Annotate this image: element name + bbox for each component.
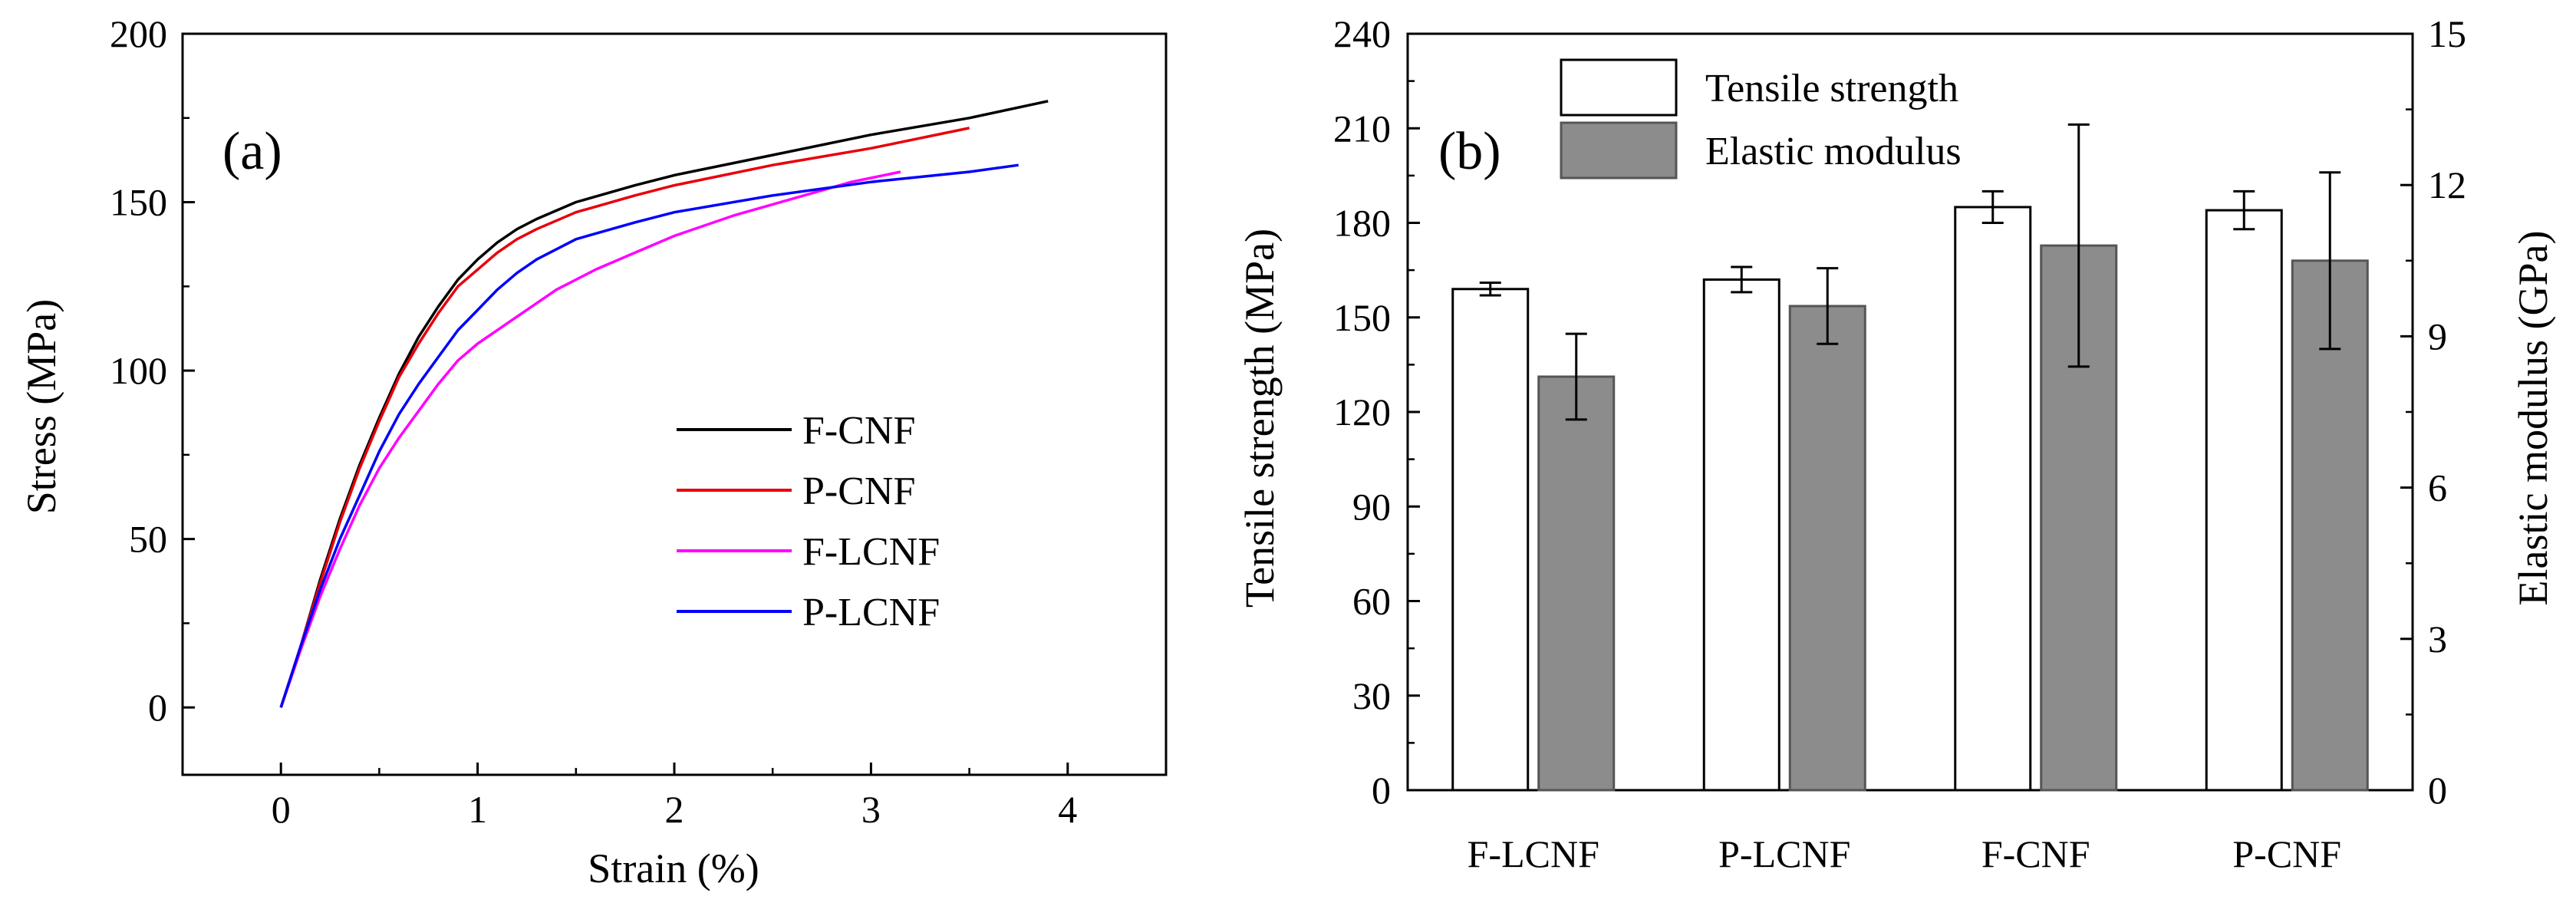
right-y-tick-label: 12 bbox=[2428, 163, 2466, 206]
category-label-p-cnf: P-CNF bbox=[2232, 832, 2341, 875]
x-tick-label: 0 bbox=[272, 788, 291, 831]
left-y-tick-label: 120 bbox=[1333, 390, 1391, 433]
panel-a-x-axis-title: Strain (%) bbox=[588, 845, 759, 891]
x-tick-label: 4 bbox=[1058, 788, 1077, 831]
left-y-tick-label: 180 bbox=[1333, 202, 1391, 245]
panel-a-plot-frame bbox=[181, 32, 1168, 776]
bar-elastic-modulus-p-lcnf bbox=[1788, 305, 1866, 792]
right-y-tick-label: 15 bbox=[2428, 12, 2466, 55]
category-label-f-cnf: F-CNF bbox=[1981, 832, 2090, 875]
x-tick-label: 3 bbox=[861, 788, 881, 831]
category-label-f-lcnf: F-LCNF bbox=[1468, 832, 1599, 875]
bar-tensile-strength-f-lcnf bbox=[1451, 288, 1530, 792]
left-y-tick-label: 150 bbox=[1333, 296, 1391, 339]
series-line-f-lcnf bbox=[279, 170, 901, 708]
panel-b-bar-chart: 0 30 60 90 120 150 180 210 240 0 3 6 9 12 15 F-LCNF P-… bbox=[1237, 12, 2556, 875]
panel-a-label: (a) bbox=[222, 122, 282, 181]
bar-tensile-strength-p-lcnf bbox=[1702, 278, 1780, 792]
category-label-p-lcnf: P-LCNF bbox=[1718, 832, 1850, 875]
panel-a-series bbox=[279, 100, 1049, 708]
right-y-tick-label: 9 bbox=[2428, 315, 2447, 357]
bar-tensile-strength-f-cnf bbox=[1954, 206, 2032, 792]
legend-label-elastic-modulus: Elastic modulus bbox=[1705, 130, 1962, 173]
panel-a-y-ticks: 0 50 100 150 200 bbox=[110, 12, 195, 729]
panel-b-category-labels: F-LCNF P-LCNF F-CNF P-CNF bbox=[1468, 832, 2342, 875]
panel-b-right-y-axis-title: Elastic modulus (GPa) bbox=[2510, 231, 2556, 606]
bar-tensile-strength-p-cnf bbox=[2205, 209, 2283, 792]
panel-b-legend: Tensile strength Elastic modulus bbox=[1560, 58, 1962, 180]
panel-b-bars bbox=[1451, 123, 2369, 792]
panel-a-legend: F-CNF P-CNF F-LCNF P-LCNF bbox=[677, 409, 940, 634]
right-y-tick-label: 0 bbox=[2428, 769, 2447, 812]
panel-b-left-y-axis-title: Tensile strength (MPa) bbox=[1237, 229, 1283, 608]
legend-label-f-cnf: F-CNF bbox=[802, 409, 915, 453]
y-tick-label: 150 bbox=[110, 181, 167, 224]
right-y-tick-label: 3 bbox=[2428, 618, 2447, 661]
legend-swatch-elastic-modulus bbox=[1560, 121, 1678, 180]
y-tick-label: 200 bbox=[110, 12, 167, 55]
left-y-tick-label: 210 bbox=[1333, 107, 1391, 150]
panel-b-label: (b) bbox=[1438, 122, 1501, 181]
y-tick-label: 50 bbox=[129, 518, 167, 561]
left-y-tick-label: 30 bbox=[1352, 674, 1391, 717]
right-y-tick-label: 6 bbox=[2428, 466, 2447, 509]
x-tick-label: 2 bbox=[665, 788, 684, 831]
y-tick-label: 100 bbox=[110, 349, 167, 392]
series-line-p-cnf bbox=[279, 127, 970, 708]
legend-label-f-lcnf: F-LCNF bbox=[802, 530, 940, 574]
panel-a-line-chart: 0 1 2 3 4 0 50 100 150 200 F-CNF P-CNF F-LCNF P-LCN… bbox=[18, 12, 1168, 891]
x-tick-label: 1 bbox=[468, 788, 487, 831]
series-line-p-lcnf bbox=[279, 163, 1019, 708]
legend-swatch-tensile-strength bbox=[1560, 58, 1678, 117]
legend-label-p-lcnf: P-LCNF bbox=[802, 591, 940, 634]
legend-label-p-cnf: P-CNF bbox=[802, 469, 915, 513]
bar-elastic-modulus-f-lcnf bbox=[1537, 375, 1616, 792]
left-y-tick-label: 90 bbox=[1352, 485, 1391, 528]
legend-label-tensile-strength: Tensile strength bbox=[1705, 67, 1958, 110]
panel-a-y-axis-title: Stress (MPa) bbox=[18, 299, 64, 515]
left-y-tick-label: 60 bbox=[1352, 580, 1391, 623]
left-y-tick-label: 240 bbox=[1333, 12, 1391, 55]
y-tick-label: 0 bbox=[148, 686, 167, 729]
panel-b-left-y-ticks: 0 30 60 90 120 150 180 210 240 bbox=[1333, 12, 1420, 812]
left-y-tick-label: 0 bbox=[1372, 769, 1391, 812]
panel-a-x-ticks: 0 1 2 3 4 bbox=[181, 763, 1168, 831]
panel-b-right-y-ticks: 0 3 6 9 12 15 bbox=[2400, 12, 2466, 812]
